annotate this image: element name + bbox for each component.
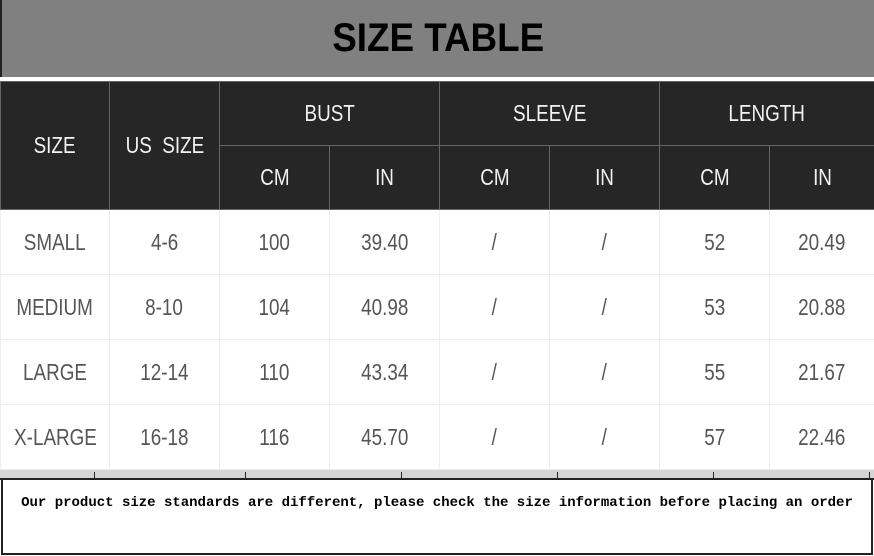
header-length-cm: CM — [659, 145, 770, 210]
header-length: LENGTH — [658, 81, 874, 146]
table-cell: / — [439, 209, 550, 275]
table-cell: / — [549, 209, 660, 275]
table-cell: 8-10 — [109, 274, 220, 340]
page-title: SIZE TABLE — [332, 16, 544, 60]
size-table: SIZE US SIZE BUST SLEEVE LENGTH CM IN CM… — [0, 81, 874, 470]
header-row-1: SIZE US SIZE BUST SLEEVE LENGTH — [0, 81, 874, 210]
table-cell: 52 — [659, 209, 770, 275]
table-cell: / — [549, 404, 660, 470]
table-cell: X-LARGE — [0, 404, 110, 470]
table-cell: 39.40 — [329, 209, 440, 275]
table-cell: 16-18 — [109, 404, 220, 470]
table-row: X-LARGE 16-18 116 45.70//57 22.46 — [0, 404, 874, 470]
header-us-size: US SIZE — [109, 81, 220, 210]
table-cell: 20.88 — [768, 274, 874, 340]
header-sleeve: SLEEVE — [439, 81, 660, 146]
table-cell: 12-14 — [109, 339, 220, 405]
table-cell: 55 — [659, 339, 770, 405]
table-cell: 45.70 — [329, 404, 440, 470]
header-bust-in: IN — [329, 145, 440, 210]
table-row: MEDIUM 8-10 104 40.98//53 20.88 — [0, 274, 874, 340]
table-cell: 20.49 — [768, 209, 874, 275]
table-cell: 43.34 — [329, 339, 440, 405]
table-cell: 22.46 — [768, 404, 874, 470]
header-sleeve-in: IN — [549, 145, 660, 210]
table-cell: 40.98 — [329, 274, 440, 340]
table-cell: 104 — [219, 274, 330, 340]
table-cell: / — [439, 404, 550, 470]
table-row: LARGE 12-14 110 43.34//55 21.67 — [0, 339, 874, 405]
table-cell: 21.67 — [768, 339, 874, 405]
table-row: SMALL 4-6 100 39.40//52 20.49 — [0, 209, 874, 275]
table-cell: 100 — [219, 209, 330, 275]
table-cell: MEDIUM — [0, 274, 110, 340]
title-banner: SIZE TABLE — [0, 0, 874, 77]
header-size: SIZE — [0, 81, 110, 210]
table-cell: / — [549, 274, 660, 340]
header-sleeve-cm: CM — [439, 145, 550, 210]
header-bust: BUST — [219, 81, 440, 146]
header-length-in: IN — [768, 145, 874, 210]
table-cell: 116 — [219, 404, 330, 470]
table-cell: / — [439, 339, 550, 405]
size-note: Our product size standards are different… — [1, 480, 873, 555]
header-bust-cm: CM — [219, 145, 330, 210]
header-row-2: CM IN CM IN CM IN — [1, 145, 874, 210]
table-cell: / — [439, 274, 550, 340]
table-cell: LARGE — [0, 339, 110, 405]
divider-strip — [0, 470, 874, 480]
table-cell: 110 — [219, 339, 330, 405]
table-cell: 53 — [659, 274, 770, 340]
table-cell: 57 — [659, 404, 770, 470]
table-cell: 4-6 — [109, 209, 220, 275]
table-cell: / — [549, 339, 660, 405]
table-cell: SMALL — [0, 209, 110, 275]
